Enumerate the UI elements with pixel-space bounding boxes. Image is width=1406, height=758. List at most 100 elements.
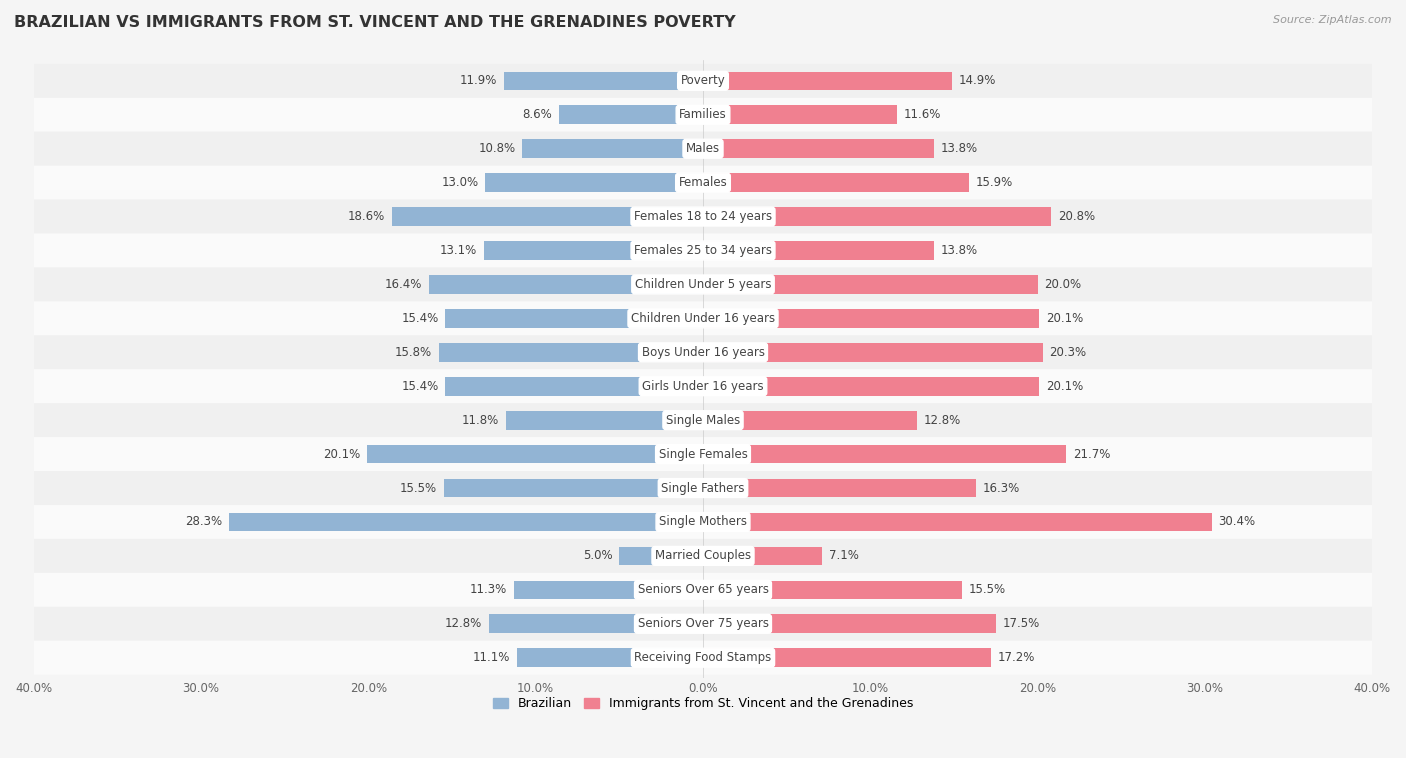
Text: 21.7%: 21.7% (1073, 448, 1111, 461)
Text: Children Under 5 years: Children Under 5 years (634, 278, 772, 291)
Legend: Brazilian, Immigrants from St. Vincent and the Grenadines: Brazilian, Immigrants from St. Vincent a… (488, 692, 918, 715)
Bar (560, 105, 703, 124)
Text: Families: Families (679, 108, 727, 121)
Bar (703, 174, 969, 192)
Text: 11.1%: 11.1% (474, 651, 510, 664)
Text: 5.0%: 5.0% (583, 550, 613, 562)
Text: Males: Males (686, 143, 720, 155)
Text: 15.8%: 15.8% (395, 346, 432, 359)
Bar (703, 377, 1039, 396)
FancyBboxPatch shape (34, 98, 1372, 132)
Text: 20.0%: 20.0% (1045, 278, 1081, 291)
FancyBboxPatch shape (34, 437, 1372, 471)
Text: 12.8%: 12.8% (924, 414, 962, 427)
Bar (513, 581, 703, 599)
FancyBboxPatch shape (34, 335, 1372, 369)
Text: Girls Under 16 years: Girls Under 16 years (643, 380, 763, 393)
Text: Seniors Over 65 years: Seniors Over 65 years (637, 584, 769, 597)
Bar (443, 479, 703, 497)
Bar (484, 241, 703, 260)
Bar (485, 174, 703, 192)
Text: 18.6%: 18.6% (347, 210, 385, 223)
Text: 8.6%: 8.6% (523, 108, 553, 121)
Bar (703, 241, 934, 260)
FancyBboxPatch shape (34, 403, 1372, 437)
Bar (703, 581, 963, 599)
Text: 16.4%: 16.4% (384, 278, 422, 291)
FancyBboxPatch shape (34, 471, 1372, 505)
Text: Boys Under 16 years: Boys Under 16 years (641, 346, 765, 359)
Text: 10.8%: 10.8% (478, 143, 516, 155)
Bar (367, 445, 703, 463)
Bar (229, 512, 703, 531)
FancyBboxPatch shape (34, 369, 1372, 403)
Bar (522, 139, 703, 158)
Bar (489, 615, 703, 633)
Text: 17.2%: 17.2% (997, 651, 1035, 664)
Text: Single Fathers: Single Fathers (661, 481, 745, 494)
FancyBboxPatch shape (34, 539, 1372, 573)
Text: 16.3%: 16.3% (983, 481, 1019, 494)
Bar (703, 648, 991, 667)
Bar (703, 479, 976, 497)
Bar (446, 377, 703, 396)
FancyBboxPatch shape (34, 505, 1372, 539)
FancyBboxPatch shape (34, 268, 1372, 302)
FancyBboxPatch shape (34, 199, 1372, 233)
Bar (506, 411, 703, 430)
FancyBboxPatch shape (34, 641, 1372, 675)
Text: Children Under 16 years: Children Under 16 years (631, 312, 775, 325)
Bar (703, 411, 917, 430)
Text: 14.9%: 14.9% (959, 74, 997, 87)
FancyBboxPatch shape (34, 64, 1372, 98)
Text: 13.1%: 13.1% (440, 244, 477, 257)
Bar (703, 343, 1043, 362)
Bar (703, 139, 934, 158)
Text: 7.1%: 7.1% (828, 550, 859, 562)
Text: 20.1%: 20.1% (322, 448, 360, 461)
Text: 15.5%: 15.5% (399, 481, 437, 494)
Text: 20.3%: 20.3% (1049, 346, 1087, 359)
Text: Seniors Over 75 years: Seniors Over 75 years (637, 617, 769, 631)
Text: Married Couples: Married Couples (655, 550, 751, 562)
Text: 17.5%: 17.5% (1002, 617, 1040, 631)
Bar (439, 343, 703, 362)
Bar (446, 309, 703, 327)
Text: 28.3%: 28.3% (186, 515, 222, 528)
Text: 13.8%: 13.8% (941, 143, 977, 155)
Bar (619, 547, 703, 565)
Text: 13.0%: 13.0% (441, 176, 478, 190)
Text: Single Mothers: Single Mothers (659, 515, 747, 528)
Text: 20.1%: 20.1% (1046, 312, 1084, 325)
Text: BRAZILIAN VS IMMIGRANTS FROM ST. VINCENT AND THE GRENADINES POVERTY: BRAZILIAN VS IMMIGRANTS FROM ST. VINCENT… (14, 15, 735, 30)
Text: 15.4%: 15.4% (401, 380, 439, 393)
Text: 20.8%: 20.8% (1057, 210, 1095, 223)
Text: Source: ZipAtlas.com: Source: ZipAtlas.com (1274, 15, 1392, 25)
FancyBboxPatch shape (34, 166, 1372, 199)
FancyBboxPatch shape (34, 302, 1372, 335)
Bar (703, 615, 995, 633)
Bar (703, 309, 1039, 327)
Text: Females: Females (679, 176, 727, 190)
Bar (703, 445, 1066, 463)
Bar (392, 207, 703, 226)
Bar (703, 512, 1212, 531)
Bar (517, 648, 703, 667)
Text: Receiving Food Stamps: Receiving Food Stamps (634, 651, 772, 664)
FancyBboxPatch shape (34, 607, 1372, 641)
Text: Single Females: Single Females (658, 448, 748, 461)
FancyBboxPatch shape (34, 573, 1372, 607)
Bar (503, 71, 703, 90)
Text: 12.8%: 12.8% (444, 617, 482, 631)
Text: 15.5%: 15.5% (969, 584, 1007, 597)
Text: 11.9%: 11.9% (460, 74, 498, 87)
Text: 30.4%: 30.4% (1219, 515, 1256, 528)
Bar (703, 275, 1038, 294)
Bar (703, 207, 1052, 226)
Bar (703, 71, 952, 90)
Text: Poverty: Poverty (681, 74, 725, 87)
Bar (429, 275, 703, 294)
Text: 15.4%: 15.4% (401, 312, 439, 325)
Text: 11.8%: 11.8% (461, 414, 499, 427)
Bar (703, 105, 897, 124)
